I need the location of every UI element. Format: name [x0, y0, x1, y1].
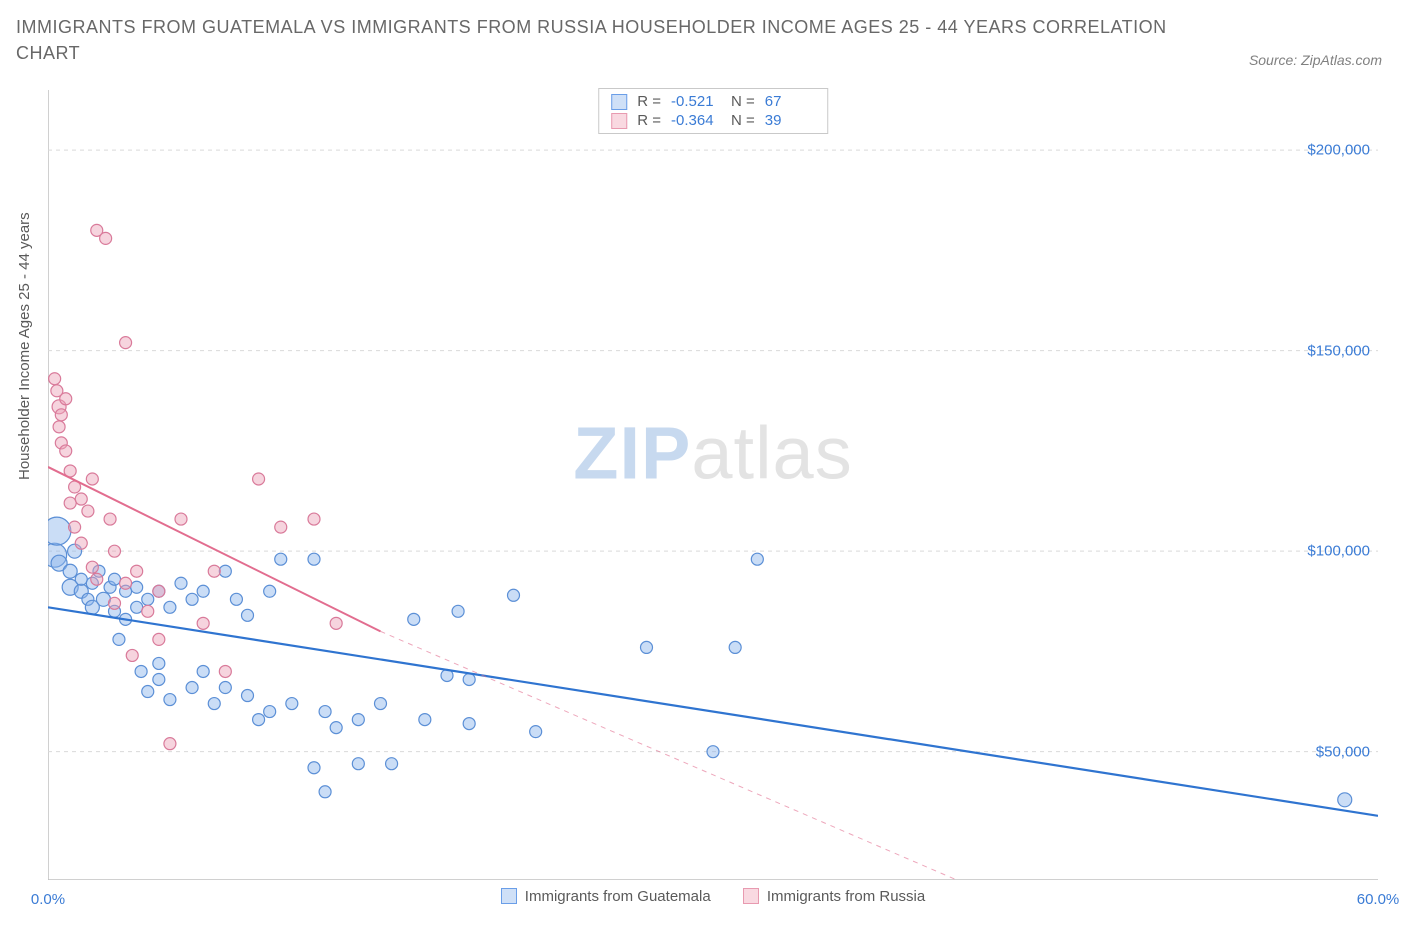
swatch-guatemala [501, 888, 517, 904]
ytick-200k: $200,000 [1307, 142, 1378, 159]
chart-title: IMMIGRANTS FROM GUATEMALA VS IMMIGRANTS … [16, 14, 1186, 66]
ytick-150k: $150,000 [1307, 342, 1378, 359]
top-legend-row-0: R = -0.521 N = 67 [605, 93, 821, 110]
bottom-legend: Immigrants from Guatemala Immigrants fro… [48, 888, 1378, 909]
swatch-top-1 [611, 113, 627, 129]
source-label: Source: [1249, 52, 1297, 68]
top-legend-row-1: R = -0.364 N = 39 [605, 112, 821, 129]
n-label-0: N = [731, 93, 755, 110]
r-label-0: R = [637, 93, 661, 110]
chart-container: IMMIGRANTS FROM GUATEMALA VS IMMIGRANTS … [0, 0, 1406, 930]
chart-svg [48, 90, 1378, 880]
n-value-0: 67 [765, 93, 815, 110]
y-axis-label: Householder Income Ages 25 - 44 years [16, 212, 33, 480]
legend-item-guatemala: Immigrants from Guatemala [501, 888, 711, 905]
n-label-1: N = [731, 112, 755, 129]
legend-item-russia: Immigrants from Russia [743, 888, 925, 905]
plot-area: ZIPatlas $200,000 $150,000 $100,000 $50,… [48, 90, 1378, 880]
legend-label-russia: Immigrants from Russia [767, 888, 925, 905]
ytick-50k: $50,000 [1316, 743, 1378, 760]
ytick-100k: $100,000 [1307, 543, 1378, 560]
r-value-0: -0.521 [671, 93, 721, 110]
swatch-top-0 [611, 94, 627, 110]
top-legend: R = -0.521 N = 67 R = -0.364 N = 39 [598, 88, 828, 134]
r-label-1: R = [637, 112, 661, 129]
r-value-1: -0.364 [671, 112, 721, 129]
n-value-1: 39 [765, 112, 815, 129]
source-name: ZipAtlas.com [1301, 52, 1382, 68]
swatch-russia [743, 888, 759, 904]
source-attribution: Source: ZipAtlas.com [1249, 52, 1382, 68]
legend-label-guatemala: Immigrants from Guatemala [525, 888, 711, 905]
